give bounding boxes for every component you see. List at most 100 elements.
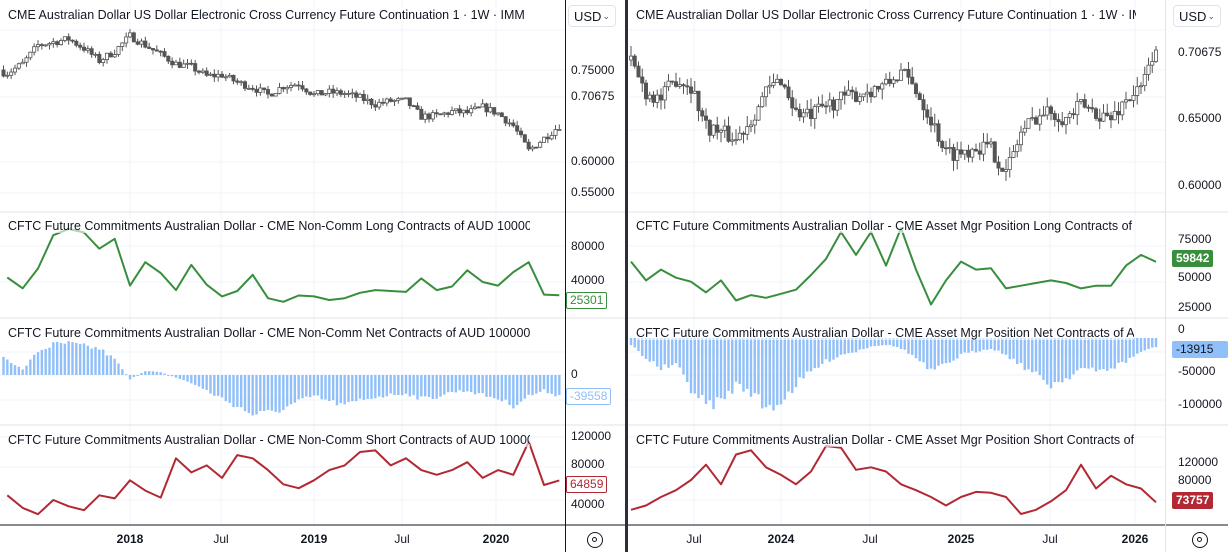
candle (1034, 117, 1039, 125)
left-net-bar (59, 342, 63, 375)
left-net-bar (485, 375, 488, 397)
left-net-bar (75, 342, 78, 375)
right-net-bar (712, 338, 715, 410)
candle (469, 108, 474, 114)
left-net-bar (190, 375, 193, 384)
candle (1097, 118, 1102, 122)
candle (507, 122, 512, 125)
candle (411, 105, 416, 108)
right-net-bar (1139, 338, 1143, 352)
left-net-bar (366, 375, 369, 399)
candle (959, 149, 964, 155)
candle (85, 48, 90, 51)
price-tick: 0.70675 (571, 89, 615, 103)
candle (869, 91, 874, 98)
candle (722, 125, 727, 131)
candle (1109, 115, 1114, 121)
candle (9, 71, 14, 76)
left-net-bar (147, 371, 151, 375)
candle (315, 90, 320, 95)
left-net-bar (25, 365, 28, 375)
candle (1116, 110, 1121, 116)
right-net-bar (1087, 338, 1090, 369)
left-net-bar (232, 375, 235, 408)
left-net-bar (412, 375, 415, 396)
left-net-bar (44, 349, 47, 375)
right-net-bar (1053, 338, 1056, 383)
right-net-bar (723, 338, 726, 400)
right-net-bar (697, 338, 700, 399)
right-net-bar (1004, 338, 1008, 355)
candle (526, 141, 531, 150)
left-net-bar (32, 354, 36, 375)
right-net-bar (656, 338, 659, 367)
candle (820, 103, 825, 107)
left-net-bar (504, 375, 507, 400)
left-net-bar (546, 375, 550, 394)
left-net-bar (512, 375, 515, 409)
left-net-bar (377, 375, 381, 397)
short-tick: 40000 (571, 497, 605, 511)
right-net-bar (869, 338, 873, 347)
long-tick: 80000 (571, 239, 605, 253)
candle (423, 113, 428, 120)
short-tick: 80000 (1178, 473, 1212, 487)
candle (865, 91, 870, 95)
currency-selector-right[interactable]: USD ⌄ (1173, 5, 1221, 27)
candle (503, 116, 508, 124)
candle (1131, 95, 1136, 101)
settings-gear-icon[interactable] (1192, 532, 1208, 548)
left-net-bar (466, 375, 469, 392)
right-net-bar (813, 338, 816, 369)
candle (461, 109, 466, 114)
candle (12, 67, 17, 73)
candle (74, 40, 79, 46)
candle (719, 129, 724, 133)
left-net-bar (385, 375, 389, 397)
left-net-bar (305, 375, 308, 397)
candle (484, 103, 489, 113)
time-tick: 2019 (300, 532, 328, 546)
candle (273, 92, 278, 97)
candle (308, 91, 313, 95)
candle (1071, 113, 1076, 116)
candle (917, 93, 922, 101)
candle (1049, 106, 1054, 114)
currency-selector-left[interactable]: USD ⌄ (568, 5, 616, 27)
long-tick: 50000 (1178, 270, 1212, 284)
left-net-bar (113, 358, 116, 375)
candle (992, 141, 997, 163)
settings-gear-icon[interactable] (587, 532, 603, 548)
right-net-bar (1038, 338, 1041, 376)
right-net-bar (772, 338, 775, 411)
candle (170, 60, 175, 66)
candle (846, 89, 851, 96)
candle (861, 93, 866, 98)
right-net-bar (764, 338, 768, 408)
left-net-bar (538, 375, 542, 392)
left-net-bar (550, 375, 553, 394)
left-net-bar (389, 375, 392, 394)
candle (189, 62, 194, 65)
right-net-bar (1098, 338, 1101, 370)
candle (726, 125, 731, 142)
left-net-bar (339, 375, 343, 404)
candle (906, 68, 911, 78)
left-net-bar (492, 375, 496, 399)
right-net-bar (663, 338, 666, 365)
right-net-bar (1132, 338, 1135, 357)
candle (670, 80, 675, 83)
candle (388, 98, 393, 102)
candle (55, 41, 60, 46)
right-net-bar (817, 338, 820, 368)
candle (921, 99, 926, 111)
candle (925, 109, 930, 118)
candle (158, 50, 163, 53)
candle (519, 130, 524, 136)
candle (143, 40, 148, 48)
candle (745, 126, 750, 135)
right-net-bar (832, 338, 835, 360)
right-net-bar (776, 338, 779, 406)
candle (655, 94, 660, 103)
